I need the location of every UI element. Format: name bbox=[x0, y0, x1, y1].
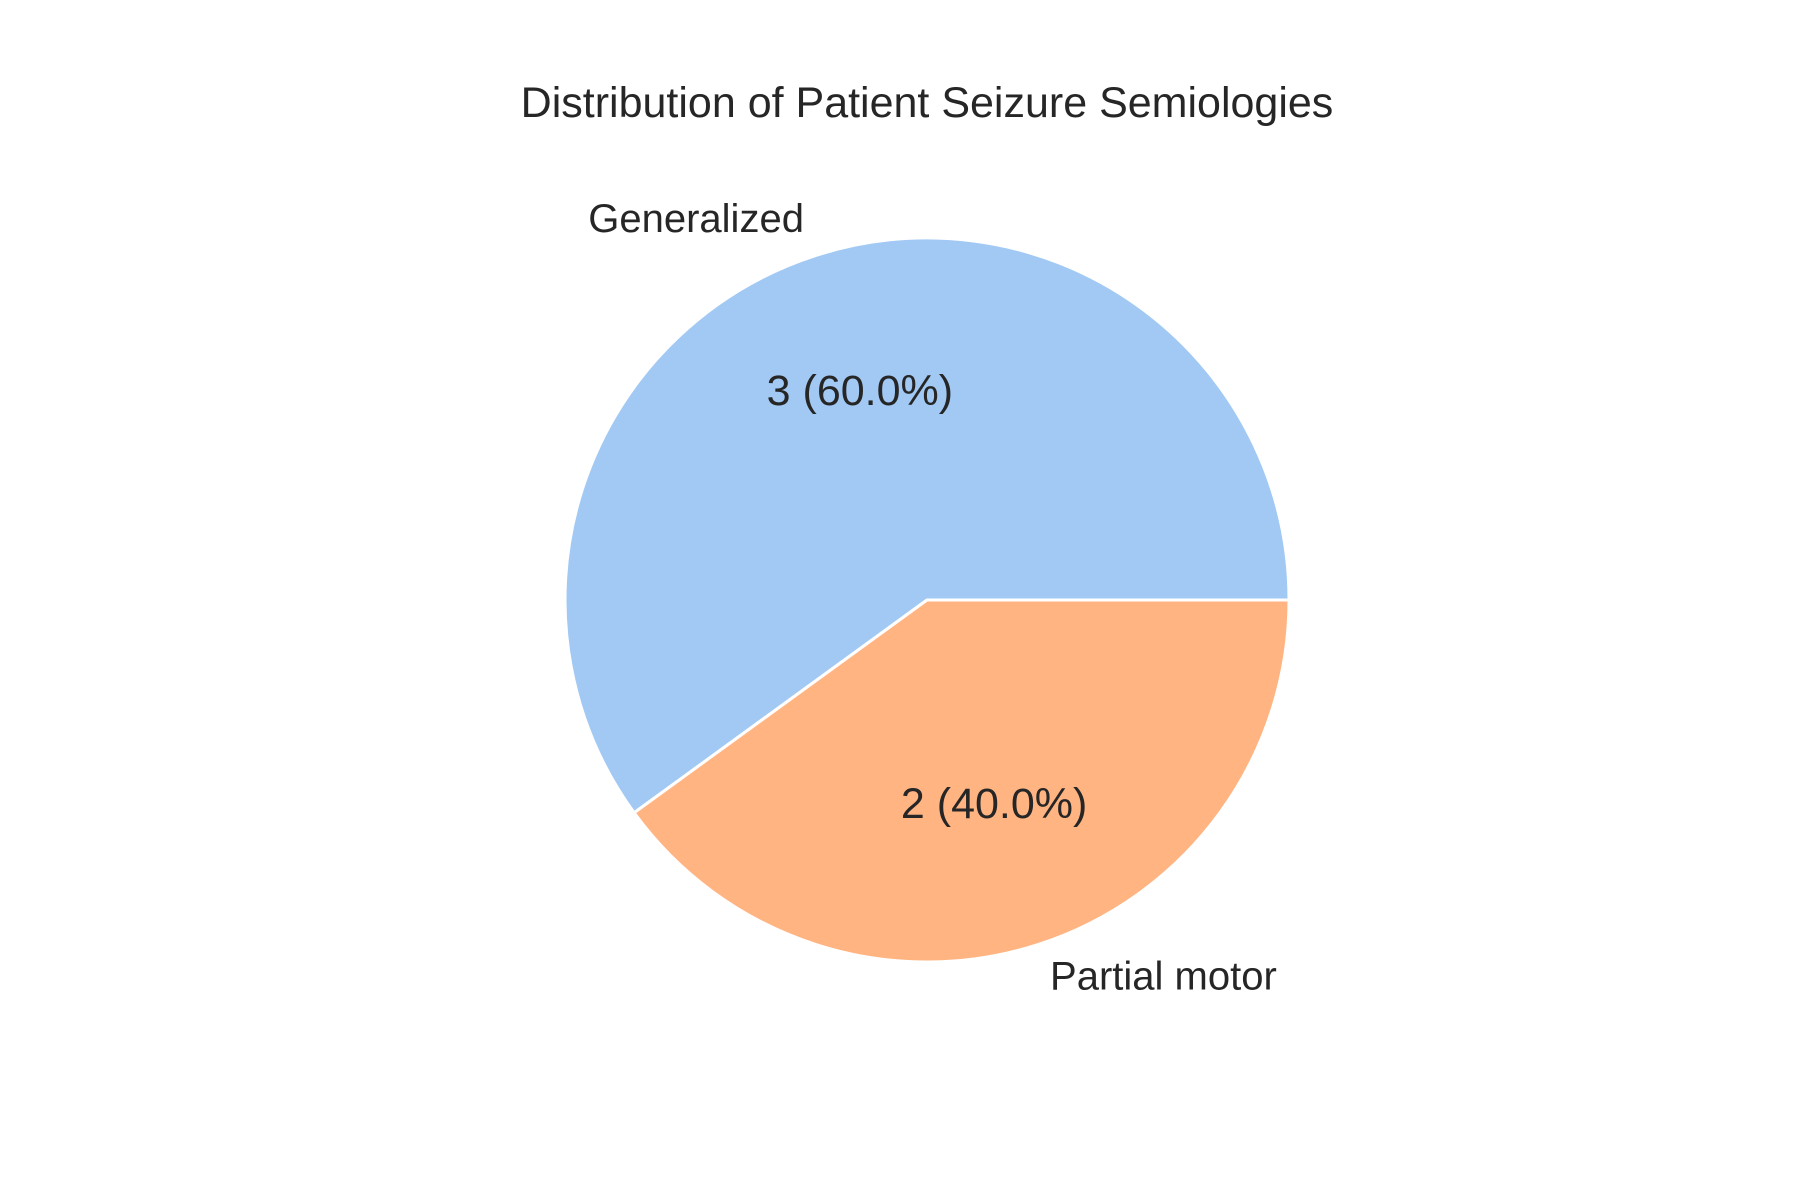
chart-title: Distribution of Patient Seizure Semiolog… bbox=[521, 79, 1334, 127]
pie-slices bbox=[563, 236, 1291, 964]
pie-labels: Generalized 3 (60.0%) Partial motor 2 (40.0… bbox=[588, 197, 1277, 998]
slice-label-generalized: Generalized bbox=[588, 197, 804, 241]
slice-value-label-generalized: 3 (60.0%) bbox=[767, 367, 953, 415]
pie-slice-partial-motor bbox=[632, 598, 1291, 964]
slice-value-label-partial-motor: 2 (40.0%) bbox=[901, 780, 1087, 828]
slice-label-partial-motor: Partial motor bbox=[1050, 954, 1277, 998]
pie-slice-generalized bbox=[563, 236, 1291, 815]
